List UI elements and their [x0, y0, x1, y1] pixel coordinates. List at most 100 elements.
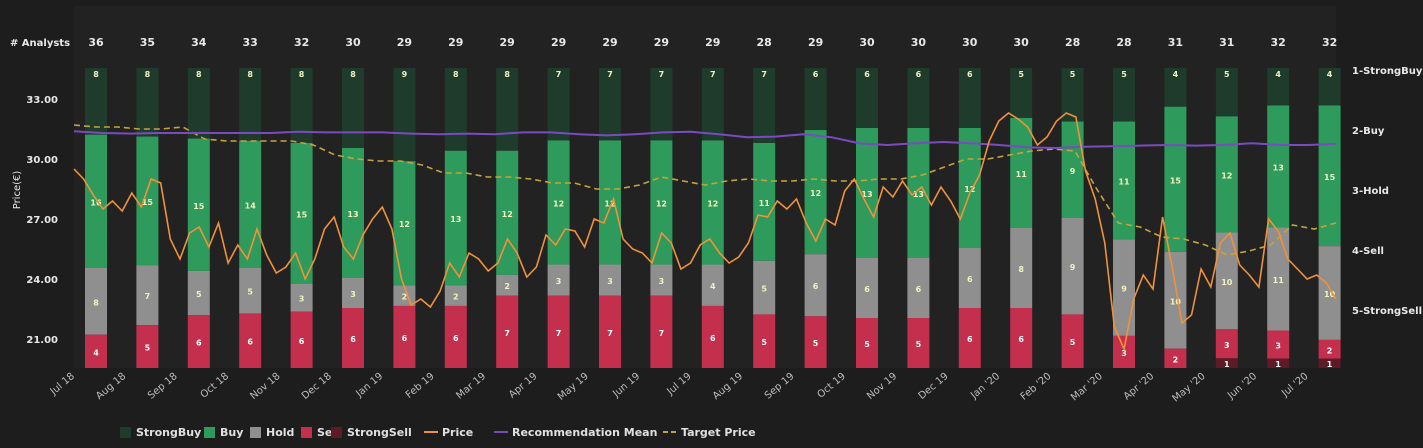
bar-value-label: 11 — [1273, 276, 1285, 285]
y-tick-label: 21.00 — [26, 335, 58, 346]
bar-segment-buy — [1164, 106, 1187, 252]
analyst-count: 29 — [551, 36, 566, 49]
bar-segment-strongbuy — [393, 68, 416, 162]
bar-segment-hold — [958, 248, 981, 308]
bar-segment-hold — [856, 258, 878, 318]
bar-value-label: 4 — [1275, 70, 1281, 79]
bar-value-label: 1 — [1327, 360, 1333, 369]
bar-value-label: 12 — [604, 199, 615, 208]
bar-segment-hold — [1010, 228, 1033, 308]
bar-segment-hold — [1267, 227, 1290, 331]
legend-label: StrongSell — [347, 426, 412, 439]
bar-value-label: 5 — [1018, 70, 1024, 79]
bar-value-label: 3 — [1224, 341, 1230, 350]
legend-swatch — [204, 427, 215, 438]
bar-segment-hold — [187, 270, 210, 316]
bar-segment-strongbuy — [1215, 68, 1238, 117]
bar-segment-hold — [599, 264, 621, 296]
bar-segment-strongbuy — [804, 68, 827, 131]
bar-segment-buy — [136, 136, 159, 266]
recommendation-axis: 1-StrongBuy 2-Buy 3-Hold 4-Sell 5-StrongSell — [1352, 66, 1423, 317]
bar-value-label: 6 — [1018, 335, 1024, 344]
analyst-count: 29 — [602, 36, 617, 49]
bar-value-label: 8 — [196, 70, 202, 79]
bar-value-label: 11 — [759, 199, 771, 208]
bar-segment-strongbuy — [1010, 68, 1033, 118]
y-axis-label: Price(€) — [12, 171, 23, 210]
bar-value-label: 15 — [1324, 173, 1336, 182]
bar-segment-buy — [393, 161, 416, 286]
bar-value-label: 12 — [810, 189, 821, 198]
bar-segment-buy — [1113, 121, 1135, 240]
analyst-count: 30 — [911, 36, 927, 49]
bar-value-label: 5 — [247, 288, 253, 297]
bar-value-label: 12 — [502, 210, 513, 219]
bar-segment-sell — [1215, 329, 1238, 359]
bar-value-label: 7 — [607, 329, 613, 338]
legend-label: Buy — [220, 426, 243, 439]
analyst-count: 29 — [448, 36, 463, 49]
bar-segment-sell — [907, 318, 930, 368]
analyst-count: 34 — [191, 36, 207, 49]
bar-segment-buy — [958, 128, 981, 248]
bar-value-label: 7 — [556, 70, 562, 79]
bar-value-label: 3 — [299, 295, 305, 304]
bar-value-label: 6 — [710, 334, 716, 343]
bar-segment-strongbuy — [599, 68, 621, 141]
bar-segment-sell — [804, 316, 827, 368]
bar-value-label: 12 — [553, 199, 564, 208]
analyst-count: 30 — [1014, 36, 1030, 49]
bar-segment-strongbuy — [958, 68, 981, 128]
legend-swatch — [120, 427, 131, 438]
bar-segment-buy — [547, 140, 570, 265]
bar-value-label: 2 — [453, 293, 459, 302]
bar-segment-hold — [239, 268, 262, 314]
bar-segment-sell — [599, 295, 621, 368]
analyst-count: 33 — [243, 36, 258, 49]
legend-label: Hold — [266, 426, 294, 439]
analyst-count: 32 — [1271, 36, 1286, 49]
bar-segment-strongbuy — [290, 68, 313, 143]
bar-value-label: 2 — [504, 282, 510, 291]
bar-value-label: 16 — [90, 198, 102, 207]
y-tick-label: 27.00 — [26, 215, 58, 226]
bar-segment-buy — [1318, 105, 1341, 247]
y-axis-ticks: 33.00 30.00 27.00 24.00 21.00 — [26, 95, 58, 346]
bar-value-label: 12 — [656, 199, 667, 208]
bar-value-label: 6 — [967, 70, 973, 79]
bar-value-label: 6 — [813, 70, 819, 79]
bar-segment-sell — [753, 314, 776, 368]
analyst-count: 32 — [1322, 36, 1337, 49]
bar-segment-buy — [444, 150, 467, 286]
bar-segment-buy — [496, 150, 519, 275]
bar-value-label: 3 — [1121, 349, 1127, 358]
bar-segment-sell — [650, 295, 673, 368]
bar-segment-sell — [1010, 308, 1033, 368]
bar-segment-sell — [393, 305, 416, 368]
bar-segment-buy — [856, 128, 878, 258]
bar-value-label: 7 — [556, 329, 562, 338]
y-tick-label: 30.00 — [26, 155, 58, 166]
bar-segment-strongbuy — [444, 68, 467, 151]
analyst-count: 30 — [345, 36, 361, 49]
bar-segment-buy — [701, 140, 724, 265]
bar-value-label: 7 — [659, 329, 665, 338]
bar-value-label: 15 — [193, 202, 205, 211]
bar-value-label: 13 — [913, 190, 924, 199]
bar-segment-sell — [239, 313, 262, 368]
bar-value-label: 6 — [864, 70, 870, 79]
bar-value-label: 6 — [864, 285, 870, 294]
bar-segment-buy — [239, 140, 262, 268]
bar-value-label: 12 — [707, 199, 718, 208]
bar-segment-sell — [958, 308, 981, 368]
bar-value-label: 15 — [1170, 176, 1182, 185]
bar-segment-hold — [136, 265, 159, 326]
bar-value-label: 5 — [916, 340, 922, 349]
bar-value-label: 13 — [347, 210, 358, 219]
bar-value-label: 7 — [659, 70, 665, 79]
bar-segment-sell — [342, 308, 364, 368]
bar-value-label: 9 — [1121, 285, 1127, 294]
bar-segment-hold — [496, 274, 519, 296]
bar-value-label: 13 — [1273, 163, 1284, 172]
bar-segment-strongbuy — [496, 68, 519, 151]
